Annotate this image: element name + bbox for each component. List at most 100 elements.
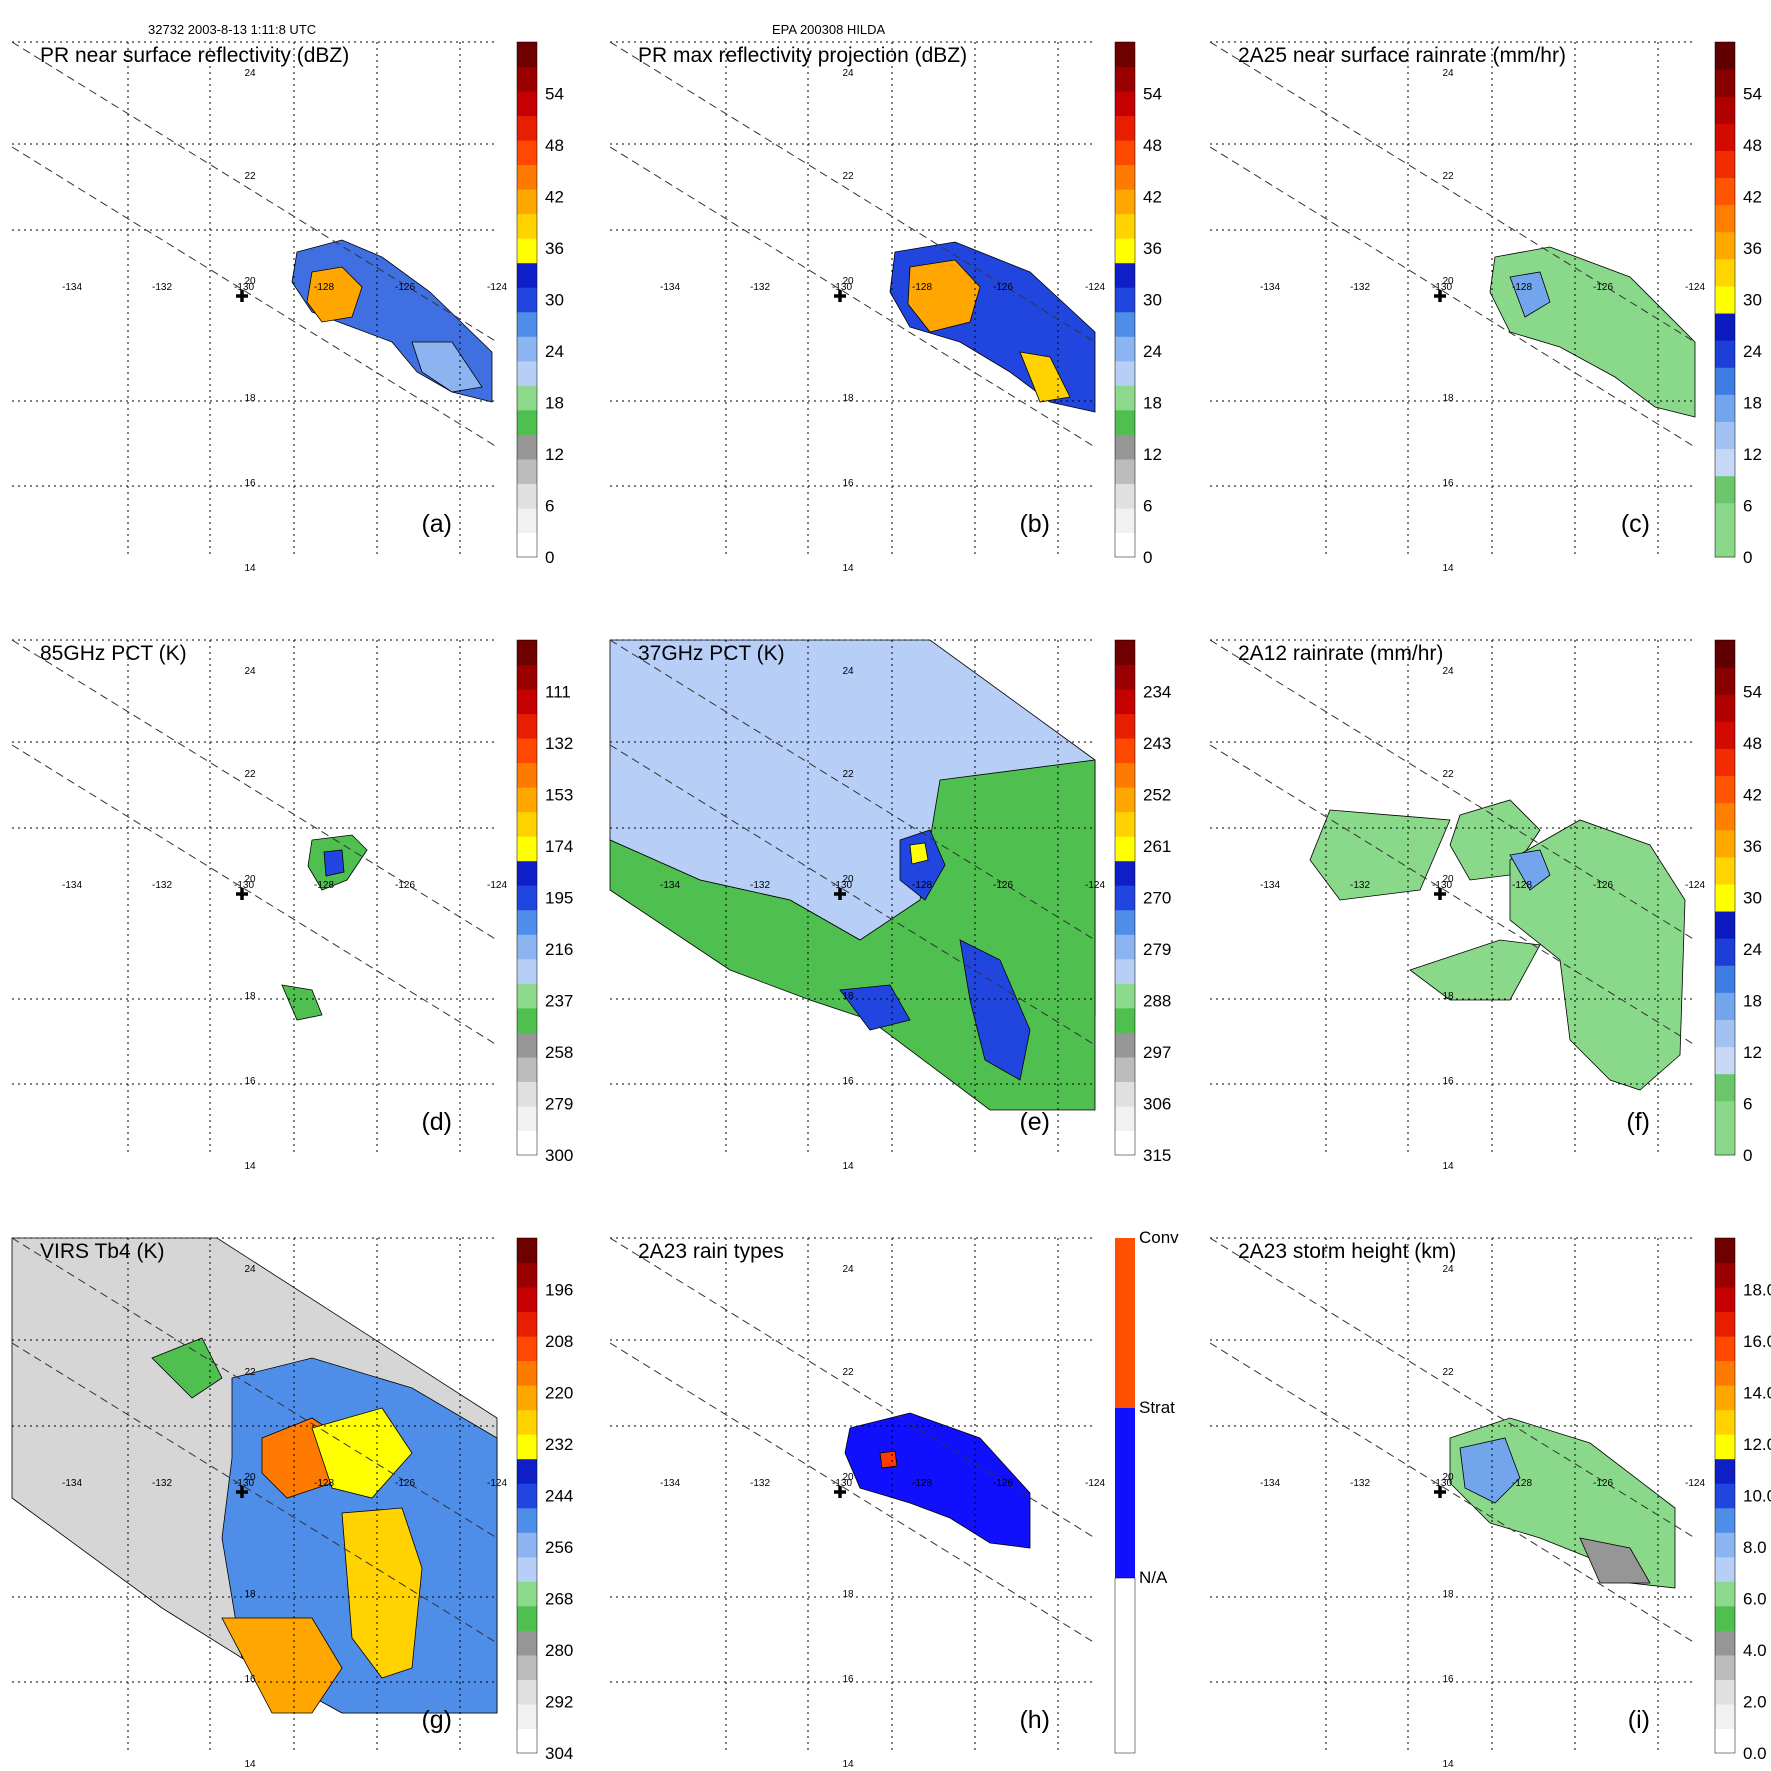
colorbar-tick: 12 — [545, 445, 564, 464]
colorbar-swatch — [1715, 1728, 1735, 1754]
colorbar-tick: 48 — [1743, 136, 1762, 155]
lon-label: -132 — [1350, 282, 1370, 293]
colorbar-g: 304 292 280 268 256 244 232 220 208 196 — [516, 1237, 573, 1763]
colorbar-swatch — [517, 1434, 537, 1460]
panel-e: -134 -132 -130 -128 -126 -124 24 22 20 18 16 14 37GH… — [609, 639, 1171, 1172]
colorbar-swatch — [517, 42, 537, 68]
lon-label: -124 — [1085, 1478, 1105, 1489]
colorbar-swatch — [1715, 150, 1735, 179]
lon-label: -124 — [1685, 282, 1705, 293]
lat-label: 20 — [244, 1472, 256, 1483]
lat-label: 22 — [842, 1367, 854, 1378]
colorbar-swatch — [1115, 860, 1135, 886]
lon-label: -134 — [62, 282, 82, 293]
swath-a — [291, 239, 493, 403]
colorbar-swatch — [517, 1728, 537, 1754]
colorbar-swatch — [1115, 1238, 1135, 1408]
lat-label: 22 — [842, 171, 854, 182]
colorbar-e: 315 306 297 288 279 270 261 252 243 234 — [1114, 639, 1171, 1165]
colorbar-tick: 304 — [545, 1744, 573, 1763]
storm-center-icon — [1434, 888, 1446, 900]
lon-label: -124 — [1685, 880, 1705, 891]
colorbar-tick: 237 — [545, 992, 573, 1011]
colorbar-frame — [1714, 1237, 1736, 1754]
colorbar-swatch — [517, 360, 537, 386]
colorbar-swatch — [1715, 529, 1735, 558]
colorbar-swatch — [1715, 204, 1735, 233]
colorbar-swatch — [517, 91, 537, 117]
colorbar-swatch — [1115, 1130, 1135, 1156]
lat-label: 16 — [244, 478, 256, 489]
colorbar-swatch — [517, 189, 537, 215]
colorbar-swatch — [1715, 1409, 1735, 1435]
swath-g — [11, 1237, 498, 1714]
colorbar-tick: 30 — [1743, 889, 1762, 908]
colorbar-swatch — [517, 1105, 537, 1131]
panel-letter: (a) — [421, 510, 452, 538]
lat-label: 16 — [1442, 478, 1454, 489]
echo-region — [1509, 849, 1551, 891]
colorbar-tick: 0 — [1143, 548, 1152, 567]
lon-label: -130 — [234, 282, 254, 293]
lon-label: -130 — [832, 880, 852, 891]
panel-h: -134 -132 -130 -128 -126 -124 24 22 20 18 16 14 2A23… — [609, 1228, 1179, 1770]
colorbar-swatch — [517, 1507, 537, 1533]
colorbar-swatch — [1715, 123, 1735, 151]
colorbar-swatch — [517, 1581, 537, 1607]
lon-label: -130 — [832, 282, 852, 293]
colorbar-swatch — [1715, 367, 1735, 395]
colorbar-swatch — [517, 640, 537, 666]
colorbar-tick: 30 — [1143, 291, 1162, 310]
colorbar-swatch — [1115, 762, 1135, 788]
colorbar-swatch — [1115, 507, 1135, 533]
colorbar-swatch — [1115, 238, 1135, 264]
swath-edge — [11, 1342, 498, 1644]
panel-title: 85GHz PCT (K) — [40, 642, 187, 665]
colorbar-tick: 36 — [1743, 239, 1762, 258]
colorbar-swatch — [1115, 1408, 1135, 1578]
colorbar-swatch — [517, 885, 537, 911]
colorbar-tick: 54 — [1743, 683, 1762, 702]
swath-edge — [11, 744, 498, 1046]
lon-label: -124 — [1085, 282, 1105, 293]
lat-label: 20 — [842, 874, 854, 885]
colorbar-tick: 24 — [1743, 940, 1762, 959]
panel-g: -134 -132 -130 -128 -126 -124 24 22 20 18 16 14 VIRS… — [11, 1237, 573, 1770]
lon-label: -124 — [487, 880, 507, 891]
lat-label: 24 — [1442, 1264, 1454, 1275]
colorbar-swatch — [517, 1238, 537, 1264]
echo-region — [1489, 246, 1696, 418]
colorbar-swatch — [1715, 258, 1735, 287]
colorbar-swatch — [1115, 811, 1135, 837]
colorbar-swatch — [1114, 1577, 1136, 1754]
colorbar-tick: 0.0 — [1743, 1744, 1767, 1763]
panel-a: -134 -132 -130 -128 -126 -124 24 22 20 18 16 14 PR n… — [11, 41, 564, 574]
lon-label: -128 — [912, 282, 932, 293]
colorbar-swatch — [1115, 311, 1135, 337]
colorbar-swatch — [1715, 340, 1735, 368]
colorbar-swatch — [1715, 1262, 1735, 1288]
colorbar-swatch — [517, 1556, 537, 1582]
colorbar-swatch — [517, 1630, 537, 1656]
colorbar-tick: 0 — [1743, 1146, 1752, 1165]
colorbar-swatch — [1715, 1703, 1735, 1729]
colorbar-swatch — [1715, 1434, 1735, 1460]
colorbar-swatch — [517, 1311, 537, 1337]
colorbar-swatch — [517, 1360, 537, 1386]
lon-label: -126 — [993, 282, 1013, 293]
colorbar-swatch — [1715, 992, 1735, 1020]
colorbar-swatch — [517, 713, 537, 739]
colorbar-swatch — [1115, 66, 1135, 92]
echo-region — [907, 259, 981, 333]
colorbar-tick: 216 — [545, 940, 573, 959]
colorbar-swatch — [1715, 1385, 1735, 1411]
colorbar-frame — [1114, 639, 1136, 1156]
colorbar-swatch — [1715, 1532, 1735, 1558]
colorbar-swatch — [1715, 775, 1735, 804]
colorbar-tick: 10.0 — [1743, 1487, 1771, 1506]
colorbar-i: 0.0 2.0 4.0 6.0 8.0 10.0 12.0 14.0 16.0 18.0 — [1714, 1237, 1771, 1763]
colorbar-swatch — [517, 66, 537, 92]
panel-letter: (c) — [1621, 510, 1650, 538]
colorbar-b: 0 6 12 18 24 30 36 42 48 54 — [1114, 41, 1162, 567]
colorbar-tick: 280 — [545, 1641, 573, 1660]
